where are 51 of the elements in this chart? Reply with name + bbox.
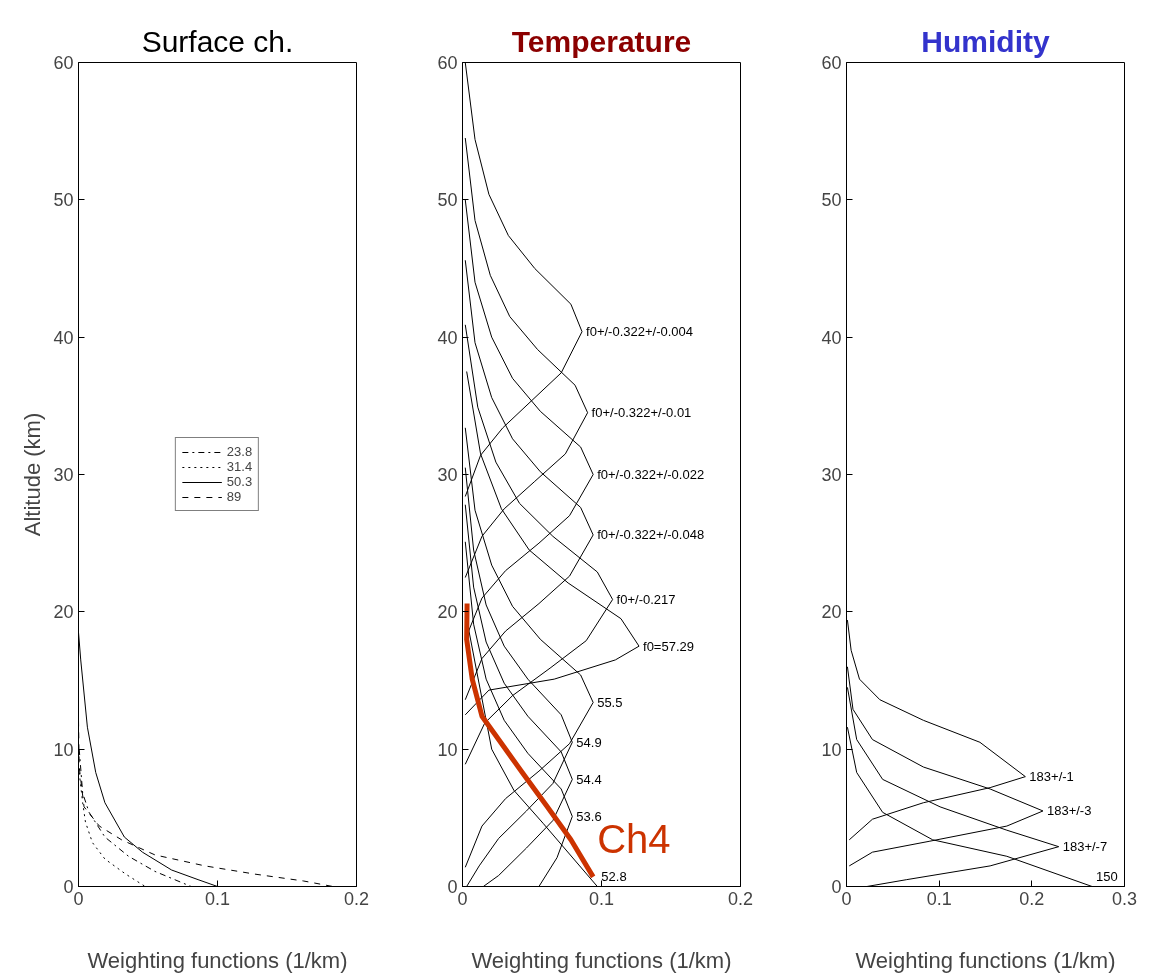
series-label: 183+/-7 bbox=[1062, 839, 1108, 855]
y-tick-label: 10 bbox=[437, 739, 458, 760]
y-tick-label: 20 bbox=[437, 602, 458, 623]
x-tick-label: 0.1 bbox=[926, 888, 952, 909]
y-tick-label: 50 bbox=[53, 190, 74, 211]
x-tick-label: 0.3 bbox=[1111, 888, 1138, 909]
y-tick-label: 30 bbox=[821, 465, 842, 485]
y-tick-label: 10 bbox=[821, 739, 842, 760]
chart-title: Temperature bbox=[511, 24, 692, 58]
y-tick-label: 30 bbox=[437, 465, 458, 485]
x-axis-title: Weighting functions (1/km) bbox=[87, 947, 348, 973]
legend-label: 31.4 bbox=[226, 459, 253, 474]
series-label: 52.8 bbox=[601, 868, 627, 884]
y-tick-label: 50 bbox=[821, 190, 842, 211]
x-tick-label: 0.2 bbox=[343, 888, 370, 909]
series-label: f0+/-0.322+/-0.01 bbox=[591, 405, 692, 421]
y-tick-label: 10 bbox=[53, 739, 74, 760]
series-label: 150 bbox=[1096, 868, 1118, 884]
chart-title: Surface ch. bbox=[141, 24, 294, 58]
y-tick-label: 20 bbox=[821, 602, 842, 623]
series-label: 55.5 bbox=[597, 694, 623, 710]
series-label: 183+/-1 bbox=[1029, 769, 1074, 785]
y-axis-title: Altitude (km) bbox=[20, 412, 46, 537]
x-axis-title: Weighting functions (1/km) bbox=[471, 947, 732, 973]
series-label: 183+/-3 bbox=[1046, 803, 1092, 819]
series-label: f0+/-0.322+/-0.048 bbox=[597, 527, 705, 543]
y-tick-label: 50 bbox=[437, 190, 458, 211]
y-tick-label: 40 bbox=[437, 327, 458, 348]
series-label: 54.4 bbox=[576, 771, 602, 787]
series-label: 54.9 bbox=[576, 734, 602, 750]
x-tick-label: 0.2 bbox=[1019, 888, 1045, 909]
y-tick-label: 40 bbox=[53, 327, 74, 348]
y-tick-label: 40 bbox=[821, 327, 842, 348]
legend-label: 50.3 bbox=[226, 474, 253, 489]
y-tick-label: 60 bbox=[437, 53, 458, 73]
chart-title: Humidity bbox=[921, 24, 1050, 58]
series-label: f0=57.29 bbox=[643, 638, 694, 654]
x-tick-label: 0.2 bbox=[727, 888, 754, 909]
y-tick-label: 30 bbox=[53, 465, 74, 485]
x-axis-title: Weighting functions (1/km) bbox=[855, 947, 1116, 973]
legend-label: 23.8 bbox=[226, 444, 253, 459]
legend-label: 89 bbox=[226, 489, 243, 504]
series-label: 53.6 bbox=[576, 808, 602, 824]
series-label: f0+/-0.322+/-0.004 bbox=[586, 324, 694, 340]
series-label: f0+/-0.322+/-0.022 bbox=[597, 467, 705, 482]
y-tick-label: 60 bbox=[53, 53, 74, 73]
x-tick-label: 0.1 bbox=[204, 888, 231, 909]
y-tick-label: 60 bbox=[821, 53, 842, 73]
series-label: f0+/-0.217 bbox=[616, 591, 676, 607]
x-tick-label: 0.1 bbox=[588, 888, 615, 909]
y-tick-label: 20 bbox=[53, 602, 74, 623]
